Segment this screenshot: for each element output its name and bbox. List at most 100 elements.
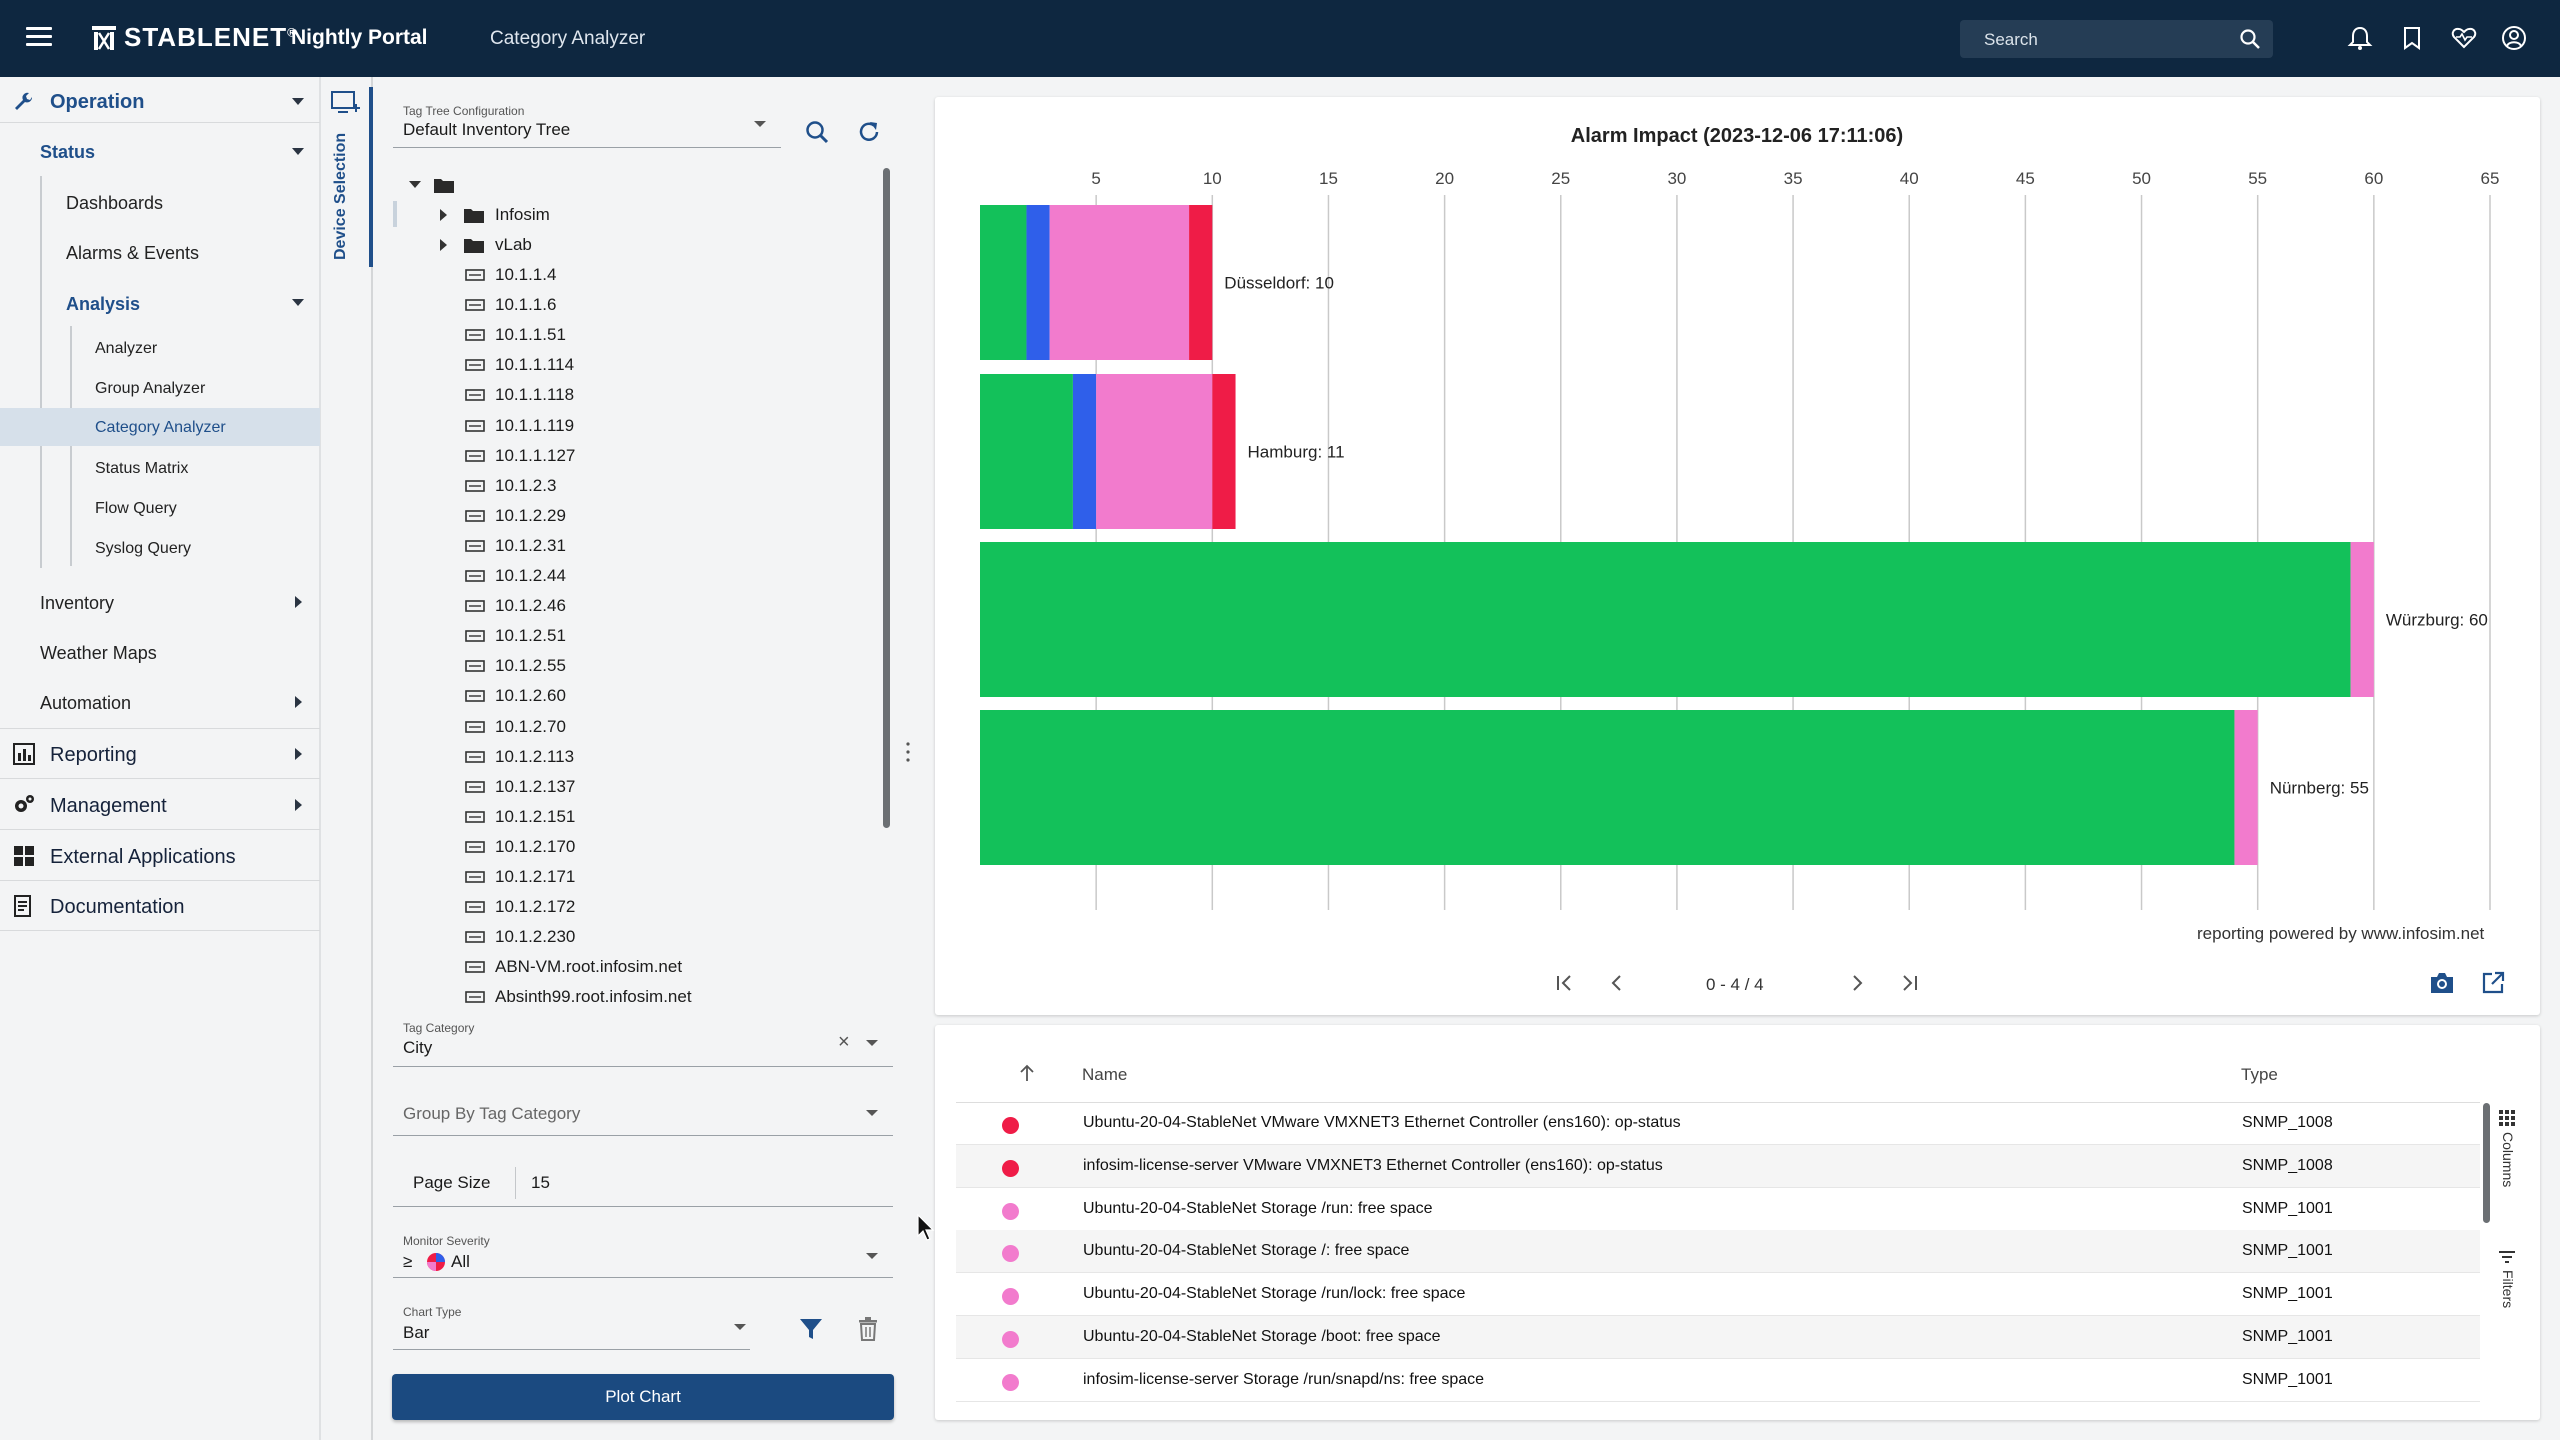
bar-segment[interactable] [980, 205, 1027, 360]
document-icon [14, 895, 31, 917]
panel-splitter-handle[interactable] [906, 740, 910, 764]
filters-tool[interactable]: Filters [2500, 1270, 2516, 1309]
tab-device-selection[interactable]: Device Selection [332, 132, 349, 260]
stablenet-logo-icon [92, 26, 116, 50]
nav-management[interactable]: Management [0, 787, 320, 823]
bar-label: Nürnberg: 55 [2270, 779, 2369, 798]
columns-icon[interactable] [2497, 1108, 2517, 1128]
filter-icon[interactable] [798, 1316, 824, 1342]
nav-status-matrix[interactable]: Status Matrix [0, 452, 320, 484]
nav-operation[interactable]: Operation [0, 84, 320, 120]
refresh-icon[interactable] [856, 119, 882, 145]
bar-segment[interactable] [1049, 205, 1190, 360]
monitor-severity-select[interactable]: All [451, 1252, 470, 1271]
bar-segment[interactable] [1072, 374, 1097, 529]
bar-segment[interactable] [1189, 205, 1213, 360]
bar-segment[interactable] [1026, 205, 1050, 360]
bookmark-icon[interactable] [2398, 24, 2426, 52]
table-row[interactable]: Ubuntu-20-04-StableNet Storage /run: fre… [956, 1188, 2480, 1231]
sort-ascending-icon[interactable] [1017, 1062, 1037, 1084]
table-row[interactable]: Ubuntu-20-04-StableNet Storage /run/lock… [956, 1273, 2480, 1317]
device-selection-icon[interactable] [330, 90, 362, 118]
first-page-icon[interactable] [1552, 970, 1578, 996]
field-separator [515, 1167, 516, 1199]
nav-inventory[interactable]: Inventory [0, 586, 320, 618]
tag-tree-config-select[interactable]: Default Inventory Tree [403, 120, 571, 139]
nav-status[interactable]: Status [0, 134, 320, 170]
heart-monitor-icon[interactable] [2450, 24, 2478, 52]
tree-scrollbar[interactable] [883, 168, 890, 828]
table-row[interactable]: infosim-license-server Storage /run/snap… [956, 1359, 2480, 1402]
chart-type-select[interactable]: Bar [403, 1323, 430, 1342]
camera-icon[interactable] [2428, 970, 2456, 996]
folder-icon [464, 209, 484, 223]
nav-flow-query[interactable]: Flow Query [0, 492, 320, 524]
table-row[interactable]: Ubuntu-20-04-StableNet Storage /: free s… [956, 1230, 2480, 1274]
next-page-icon[interactable] [1844, 970, 1870, 996]
chevron-down-icon[interactable] [409, 181, 421, 188]
group-by-select[interactable]: Group By Tag Category [403, 1104, 581, 1123]
tree-device-label: 10.1.2.31 [495, 535, 566, 555]
network-device-icon [465, 961, 485, 974]
nav-analyzer[interactable]: Analyzer [0, 332, 320, 364]
nav-divider [0, 829, 320, 830]
nav-weather-maps[interactable]: Weather Maps [0, 636, 320, 668]
left-navigation [0, 77, 321, 1440]
search-icon[interactable] [804, 119, 830, 145]
columns-tool[interactable]: Columns [2500, 1132, 2516, 1188]
menu-icon[interactable] [26, 27, 52, 49]
plot-chart-button[interactable]: Plot Chart [392, 1374, 894, 1420]
search-input[interactable]: Search [1960, 20, 2273, 58]
trash-icon[interactable] [856, 1316, 880, 1342]
previous-page-icon[interactable] [1604, 970, 1630, 996]
bar-segment[interactable] [2234, 710, 2258, 865]
network-device-icon [465, 991, 485, 1004]
x-tick-label: 45 [2016, 169, 2035, 188]
bar-segment[interactable] [1096, 374, 1213, 529]
nav-group-analyzer[interactable]: Group Analyzer [0, 372, 320, 404]
chevron-right-icon[interactable] [440, 239, 447, 251]
column-header-type[interactable]: Type [2241, 1065, 2278, 1084]
bar-segment[interactable] [1212, 374, 1236, 529]
tree-device-label: 10.1.2.46 [495, 596, 566, 616]
table-row[interactable]: infosim-license-server VMware VMXNET3 Et… [956, 1144, 2480, 1188]
network-device-icon [465, 780, 485, 793]
cell-type: SNMP_1001 [2242, 1370, 2333, 1388]
nav-syslog-query[interactable]: Syslog Query [0, 532, 320, 564]
page-size-input[interactable]: 15 [531, 1173, 550, 1192]
last-page-icon[interactable] [1896, 970, 1922, 996]
nav-external-applications[interactable]: External Applications [0, 838, 320, 874]
bar-segment[interactable] [2350, 542, 2374, 697]
tag-category-label: Tag Category [403, 1021, 475, 1035]
table-scrollbar[interactable] [2483, 1103, 2490, 1223]
nav-analysis[interactable]: Analysis [0, 287, 320, 319]
column-header-name[interactable]: Name [1082, 1065, 1128, 1084]
nav-category-analyzer[interactable]: Category Analyzer [0, 408, 320, 446]
alarm-impact-chart: Alarm Impact (2023-12-06 17:11:06) 5 10 15 2… [980, 125, 2499, 910]
search-icon[interactable] [2239, 28, 2261, 50]
account-icon[interactable] [2500, 24, 2528, 52]
tag-category-select[interactable]: City [403, 1038, 433, 1057]
bar-segment[interactable] [980, 542, 2351, 697]
network-device-icon [465, 509, 485, 522]
table-row[interactable]: Ubuntu-20-04-StableNet VMware VMXNET3 Et… [956, 1102, 2480, 1145]
tree-device-label: 10.1.1.119 [495, 415, 575, 435]
x-tick-label: 25 [1551, 169, 1570, 188]
nav-dashboards[interactable]: Dashboards [0, 186, 320, 218]
chevron-right-icon[interactable] [440, 209, 447, 221]
nav-documentation[interactable]: Documentation [0, 888, 320, 924]
nav-reporting[interactable]: Reporting [0, 736, 320, 772]
bell-icon[interactable] [2346, 24, 2374, 52]
table-row[interactable]: Ubuntu-20-04-StableNet Storage /boot: fr… [956, 1316, 2480, 1359]
clear-icon[interactable]: × [838, 1031, 850, 1053]
nav-automation[interactable]: Automation [0, 686, 320, 718]
bar-segment[interactable] [980, 374, 1073, 529]
network-device-icon [465, 931, 485, 943]
cell-type: SNMP_1001 [2242, 1285, 2333, 1303]
nav-alarms-events[interactable]: Alarms & Events [0, 236, 320, 268]
x-tick-label: 35 [1784, 169, 1803, 188]
open-external-icon[interactable] [2480, 970, 2506, 996]
filters-icon[interactable] [2497, 1249, 2517, 1265]
bar-label: Würzburg: 60 [2386, 611, 2488, 630]
bar-segment[interactable] [980, 710, 2235, 865]
